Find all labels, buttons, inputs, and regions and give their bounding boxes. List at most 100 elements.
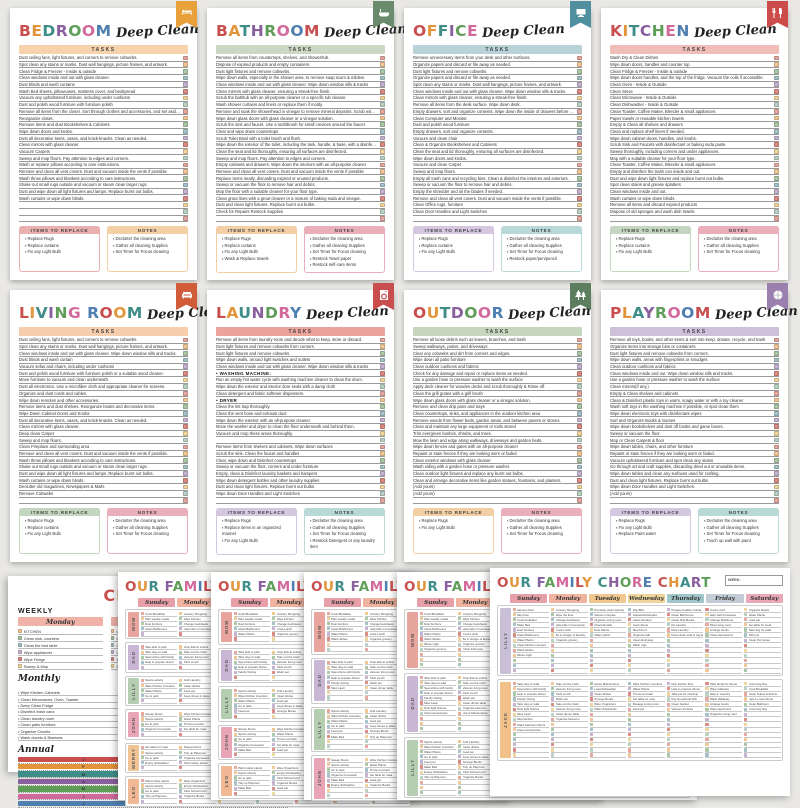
task-checkbox[interactable] — [380, 404, 385, 410]
chore-checkbox[interactable] — [458, 775, 462, 779]
task-checkbox[interactable] — [183, 68, 188, 74]
chore-checkbox[interactable] — [419, 696, 423, 700]
task-checkbox[interactable] — [577, 424, 582, 430]
chore-checkbox[interactable] — [589, 628, 593, 632]
chore-checkbox[interactable] — [272, 791, 276, 795]
task-checkbox[interactable] — [380, 491, 385, 496]
chore-checkbox[interactable] — [272, 786, 276, 790]
task-checkbox[interactable] — [380, 182, 385, 188]
chore-checkbox[interactable] — [233, 737, 237, 742]
chore-checkbox[interactable] — [666, 738, 670, 742]
chore-checkbox[interactable] — [326, 617, 330, 621]
chore-checkbox[interactable] — [272, 655, 276, 659]
chore-checkbox[interactable] — [365, 719, 369, 723]
chore-checkbox[interactable] — [512, 738, 516, 742]
chore-checkbox[interactable] — [140, 779, 144, 783]
chore-checkbox[interactable] — [419, 642, 423, 646]
chore-checkbox[interactable] — [551, 717, 555, 722]
task-checkbox[interactable] — [380, 377, 385, 383]
chore-checkbox[interactable] — [628, 722, 632, 727]
chore-checkbox[interactable] — [419, 706, 423, 710]
task-checkbox[interactable] — [577, 437, 582, 443]
chore-checkbox[interactable] — [551, 643, 555, 647]
chore-checkbox[interactable] — [589, 753, 593, 757]
weekly-task-checkbox[interactable] — [110, 657, 115, 661]
chore-checkbox[interactable] — [179, 784, 183, 788]
chore-checkbox[interactable] — [179, 732, 183, 736]
task-checkbox[interactable] — [183, 129, 188, 134]
chore-checkbox[interactable] — [743, 618, 748, 622]
chore-checkbox[interactable] — [140, 660, 144, 664]
task-checkbox[interactable] — [380, 189, 385, 194]
weekly-task-checkbox[interactable] — [110, 643, 115, 647]
chore-checkbox[interactable] — [326, 642, 330, 646]
chore-checkbox[interactable] — [589, 648, 593, 652]
task-checkbox[interactable] — [577, 411, 582, 416]
task-checkbox[interactable] — [183, 142, 188, 148]
task-checkbox[interactable] — [380, 202, 385, 208]
chore-checkbox[interactable] — [512, 733, 516, 737]
chore-checkbox[interactable] — [666, 613, 670, 617]
chore-checkbox[interactable] — [419, 701, 423, 705]
task-checkbox[interactable] — [183, 109, 188, 114]
chore-checkbox[interactable] — [326, 740, 330, 744]
chore-checkbox[interactable] — [419, 622, 423, 626]
chore-checkbox[interactable] — [743, 753, 748, 757]
chore-checkbox[interactable] — [743, 717, 748, 722]
task-checkbox[interactable] — [577, 216, 582, 221]
chore-checkbox[interactable] — [551, 733, 555, 737]
chore-checkbox[interactable] — [179, 632, 183, 636]
task-checkbox[interactable] — [183, 155, 188, 161]
chore-checkbox[interactable] — [419, 617, 423, 621]
chore-checkbox[interactable] — [666, 663, 670, 668]
task-checkbox[interactable] — [183, 344, 188, 349]
chore-checkbox[interactable] — [272, 627, 276, 631]
chore-checkbox[interactable] — [140, 750, 144, 755]
chore-checkbox[interactable] — [179, 727, 183, 731]
chore-checkbox[interactable] — [140, 694, 144, 698]
chore-checkbox[interactable] — [551, 728, 555, 732]
chore-checkbox[interactable] — [705, 613, 709, 617]
task-checkbox[interactable] — [577, 62, 582, 67]
task-checkbox[interactable] — [380, 337, 385, 343]
chore-checkbox[interactable] — [666, 748, 670, 752]
chore-checkbox[interactable] — [365, 627, 369, 631]
task-checkbox[interactable] — [380, 417, 385, 423]
task-checkbox[interactable] — [774, 202, 779, 208]
chore-checkbox[interactable] — [419, 716, 423, 720]
chore-checkbox[interactable] — [365, 768, 369, 772]
task-checkbox[interactable] — [774, 216, 779, 221]
chore-checkbox[interactable] — [551, 623, 555, 627]
task-checkbox[interactable] — [577, 122, 582, 128]
chore-checkbox[interactable] — [419, 745, 423, 749]
chore-checkbox[interactable] — [743, 748, 748, 752]
chore-checkbox[interactable] — [551, 697, 555, 701]
chore-checkbox[interactable] — [551, 738, 555, 742]
chore-checkbox[interactable] — [551, 707, 555, 711]
chore-checkbox[interactable] — [705, 628, 709, 632]
task-checkbox[interactable] — [577, 431, 582, 436]
chore-checkbox[interactable] — [589, 643, 593, 647]
chore-checkbox[interactable] — [551, 743, 555, 747]
chore-checkbox[interactable] — [179, 712, 183, 716]
chore-checkbox[interactable] — [365, 696, 369, 700]
chore-checkbox[interactable] — [743, 702, 748, 706]
task-checkbox[interactable] — [380, 364, 385, 369]
chore-checkbox[interactable] — [233, 670, 237, 675]
chore-checkbox[interactable] — [419, 760, 423, 764]
chore-checkbox[interactable] — [365, 729, 369, 734]
chore-checkbox[interactable] — [458, 622, 462, 626]
task-checkbox[interactable] — [774, 55, 779, 61]
task-checkbox[interactable] — [183, 357, 188, 363]
chore-checkbox[interactable] — [272, 611, 276, 616]
chore-checkbox[interactable] — [272, 665, 276, 669]
chore-checkbox[interactable] — [551, 638, 555, 642]
chore-checkbox[interactable] — [551, 633, 555, 637]
task-checkbox[interactable] — [577, 391, 582, 396]
chore-checkbox[interactable] — [628, 618, 632, 622]
chore-checkbox[interactable] — [179, 683, 183, 688]
chore-checkbox[interactable] — [365, 686, 369, 690]
task-checkbox[interactable] — [380, 75, 385, 81]
chore-checkbox[interactable] — [233, 637, 237, 641]
task-checkbox[interactable] — [774, 404, 779, 410]
